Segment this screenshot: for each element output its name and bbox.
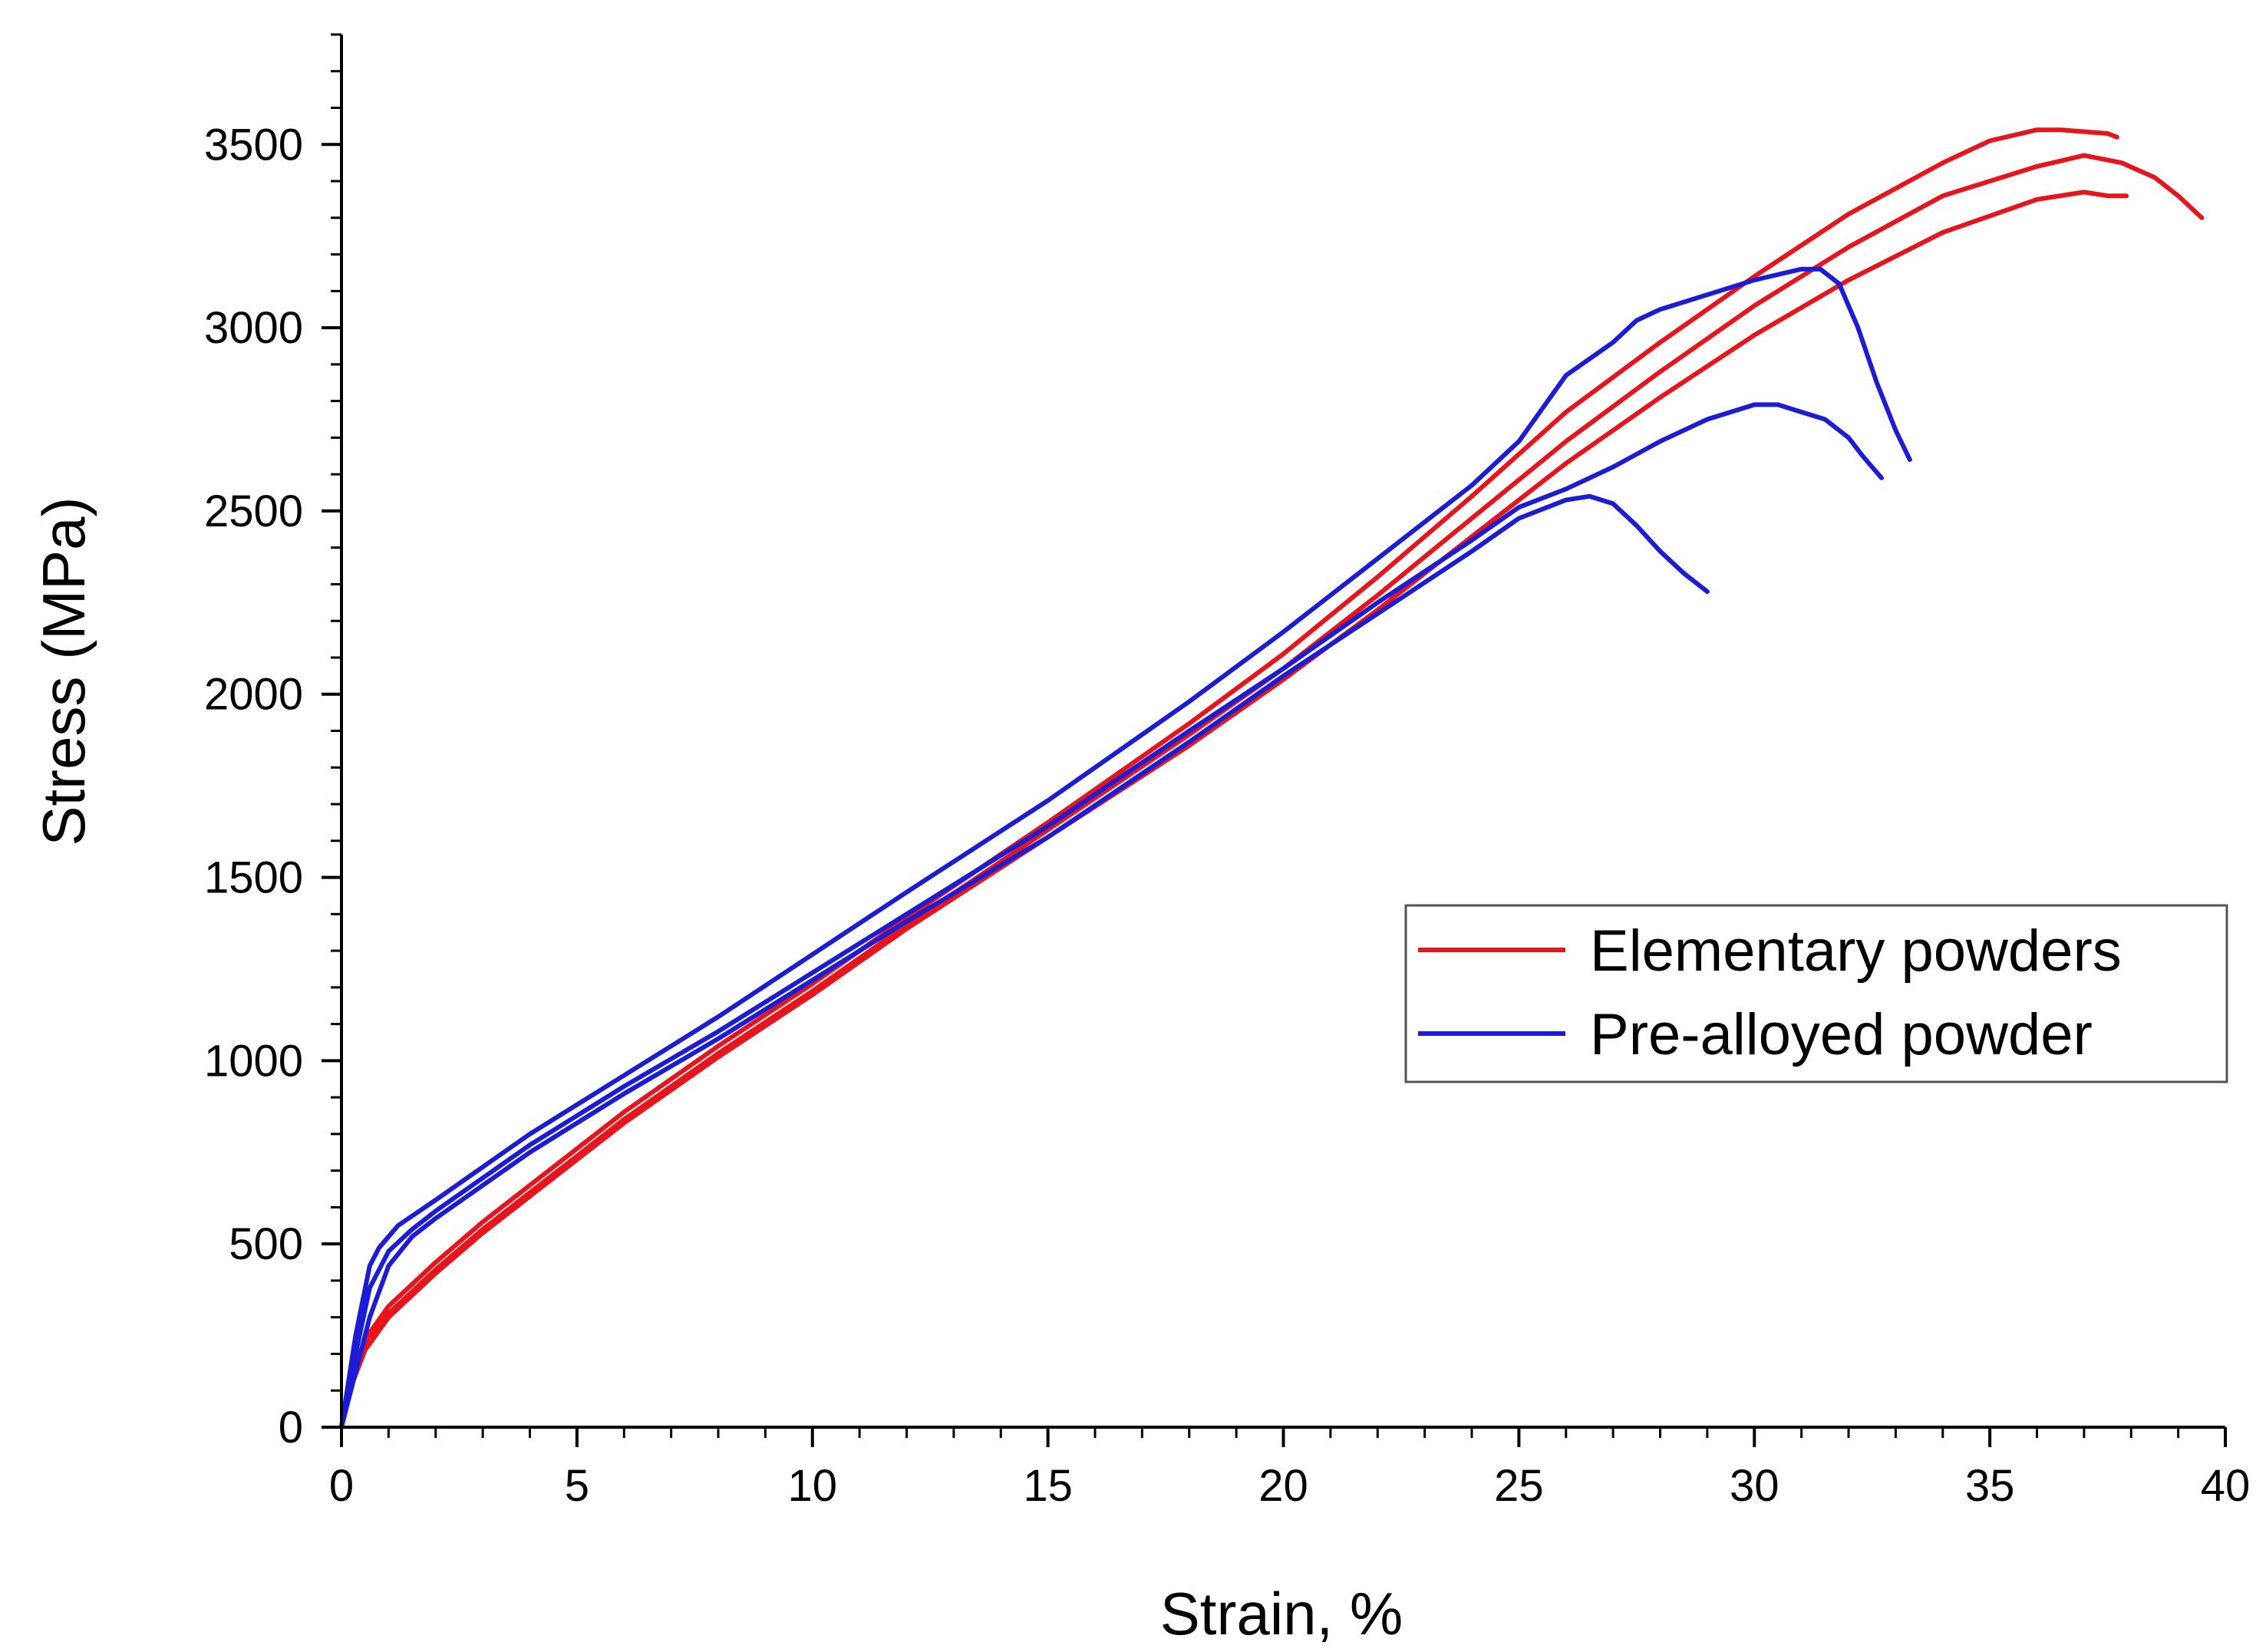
series-line-pre-alloyed-3 [339, 266, 1912, 1429]
legend: Elementary powders Pre-alloyed powder [1404, 904, 2228, 1083]
y-tick-label-3000: 3000 [204, 303, 303, 353]
y-tick-label-1500: 1500 [204, 853, 303, 903]
y-tick-label-3500: 3500 [204, 120, 303, 170]
series-line-pre-alloyed-4 [339, 402, 1884, 1429]
x-tick-label-0: 0 [329, 1461, 354, 1511]
x-tick-label-40: 40 [2201, 1461, 2251, 1511]
y-tick-label-500: 500 [229, 1219, 303, 1269]
x-tick-label-35: 35 [1965, 1461, 2015, 1511]
axes-layer [322, 33, 2227, 1447]
series-line-pre-alloyed-5 [339, 493, 1710, 1429]
tick-labels: 0 5 10 15 20 25 30 35 40 0 500 1000 1500 2000 2500 3000… [204, 120, 2250, 1511]
series-line-elementary-2 [339, 190, 2129, 1429]
series-layer [339, 127, 2205, 1429]
legend-box [1404, 904, 2228, 1083]
x-tick-label-10: 10 [787, 1461, 837, 1511]
x-tick-label-15: 15 [1023, 1461, 1073, 1511]
x-tick-label-25: 25 [1494, 1461, 1544, 1511]
legend-label-pre-alloyed: Pre-alloyed powder [1590, 1002, 2093, 1067]
legend-label-elementary: Elementary powders [1590, 918, 2122, 984]
x-tick-label-20: 20 [1258, 1461, 1308, 1511]
y-tick-label-1000: 1000 [204, 1036, 303, 1086]
x-tick-label-5: 5 [565, 1461, 589, 1511]
x-axis-title: Strain, % [1160, 1580, 1403, 1647]
y-tick-label-0: 0 [279, 1403, 303, 1453]
series-line-elementary-1 [339, 153, 2205, 1429]
series-line-elementary-0 [339, 127, 2119, 1429]
y-axis-title: Stress (MPa) [30, 496, 97, 846]
x-tick-label-30: 30 [1730, 1461, 1779, 1511]
y-tick-label-2000: 2000 [204, 670, 303, 720]
y-tick-label-2500: 2500 [204, 486, 303, 536]
